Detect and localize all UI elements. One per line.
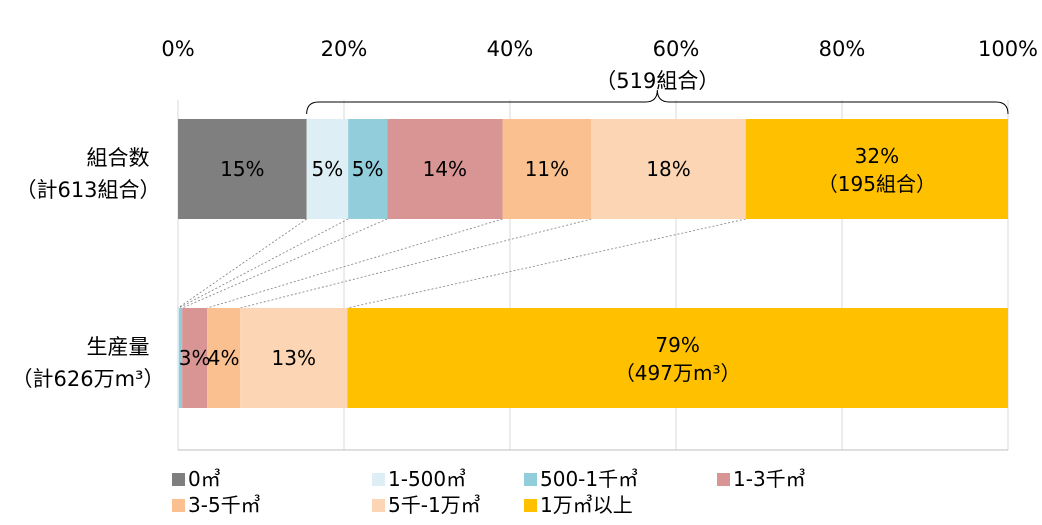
legend-label: 1-3千㎥ <box>733 467 806 491</box>
bar-segment <box>207 308 241 408</box>
data-label: 18% <box>646 157 690 181</box>
x-tick-label: 60% <box>653 37 700 61</box>
data-sublabel: （195組合） <box>818 172 936 196</box>
x-tick-label: 0% <box>161 37 194 61</box>
data-label: 5% <box>352 157 384 181</box>
legend-swatch <box>524 499 537 512</box>
data-label: 13% <box>272 346 316 370</box>
bar-segment <box>591 119 746 219</box>
legend-swatch <box>372 499 385 512</box>
x-tick-label: 40% <box>487 37 534 61</box>
connector-line <box>206 218 503 309</box>
legend-label: 1-500㎥ <box>388 467 467 491</box>
x-tick-label: 80% <box>819 37 866 61</box>
legend-swatch <box>524 473 537 486</box>
x-tick-label: 20% <box>321 37 368 61</box>
legend-swatch <box>172 499 185 512</box>
bar-segment <box>387 119 503 219</box>
legend-label: 1万㎥以上 <box>540 493 633 517</box>
category-label: 生産量 <box>87 335 150 359</box>
legend-label: 500-1千㎥ <box>540 467 639 491</box>
bar-segment <box>502 119 592 219</box>
bar-segment <box>182 308 208 408</box>
data-label: 5% <box>312 157 344 181</box>
legend-item: 1万㎥以上 <box>524 492 633 518</box>
legend-swatch <box>172 473 185 486</box>
legend-item: 0㎥ <box>172 466 221 492</box>
bar-segment <box>347 308 1008 408</box>
connector-line <box>347 218 746 309</box>
connector-line <box>177 218 307 309</box>
legend-item: 5千-1万㎥ <box>372 492 481 518</box>
bar-segment <box>745 119 1008 219</box>
data-label: 14% <box>423 157 467 181</box>
legend-label: 5千-1万㎥ <box>388 493 481 517</box>
legend-swatch <box>717 473 730 486</box>
bar-segment <box>240 308 348 408</box>
annotation-label: （519組合） <box>595 69 719 93</box>
data-label: 79% <box>655 333 699 357</box>
bar-segment <box>178 308 183 408</box>
legend-item: 3-5千㎥ <box>172 492 261 518</box>
category-label: 組合数 <box>87 146 150 170</box>
category-sublabel: （計626万m³） <box>12 367 165 391</box>
data-sublabel: （497万m³） <box>615 361 741 385</box>
legend-item: 1-3千㎥ <box>717 466 806 492</box>
legend-label: 0㎥ <box>188 467 221 491</box>
connector-line <box>181 218 388 309</box>
bar-segment <box>178 308 179 408</box>
connector-line <box>178 218 349 309</box>
bar-segment <box>178 119 307 219</box>
annotation-bracket <box>306 89 1009 115</box>
bar-segment <box>306 119 349 219</box>
legend-item: 500-1千㎥ <box>524 466 638 492</box>
category-sublabel: （計613組合） <box>15 178 160 202</box>
data-label: 15% <box>220 157 264 181</box>
bar-segment <box>348 119 388 219</box>
connector-line <box>240 218 592 309</box>
data-label: 3% <box>179 346 211 370</box>
data-label: 32% <box>855 144 899 168</box>
legend-label: 3-5千㎥ <box>188 493 261 517</box>
data-label: 4% <box>208 346 240 370</box>
data-label: 11% <box>525 157 569 181</box>
legend-swatch <box>372 473 385 486</box>
legend-item: 1-500㎥ <box>372 466 466 492</box>
x-tick-label: 100% <box>978 37 1038 61</box>
